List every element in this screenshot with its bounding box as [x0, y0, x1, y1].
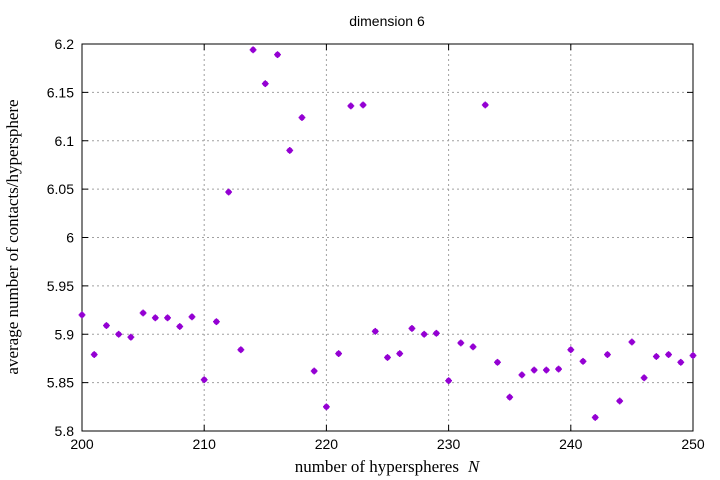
chart-title: dimension 6	[349, 13, 425, 29]
data-point	[591, 414, 599, 421]
data-point	[530, 366, 538, 374]
y-tick-label: 5.85	[47, 375, 74, 391]
data-point	[298, 114, 306, 121]
data-point	[665, 351, 672, 358]
y-axis-label: average number of contacts/hypersphere	[3, 99, 22, 374]
data-point	[139, 309, 147, 317]
plot-frame	[81, 43, 694, 432]
data-point	[310, 367, 318, 375]
data-point	[213, 318, 220, 326]
data-point	[261, 80, 269, 88]
grid-lines	[82, 44, 693, 431]
data-point	[640, 374, 648, 382]
data-point	[396, 350, 404, 357]
data-point	[274, 51, 281, 59]
y-tick-label: 6.2	[55, 36, 75, 52]
data-point	[432, 329, 440, 337]
x-tick-label: 210	[193, 436, 217, 452]
data-point	[616, 397, 624, 405]
data-point	[103, 322, 110, 329]
data-point	[652, 353, 660, 360]
data-point	[408, 325, 416, 332]
data-point	[469, 343, 477, 351]
data-point	[481, 101, 489, 109]
y-tick-label: 5.95	[47, 278, 74, 294]
data-point	[164, 314, 171, 322]
y-tick-label: 6.15	[47, 84, 74, 100]
data-point	[249, 46, 257, 54]
data-point	[628, 338, 636, 346]
data-point	[286, 147, 294, 154]
data-point	[115, 330, 123, 338]
data-point	[151, 314, 159, 322]
data-point	[420, 330, 428, 338]
data-point	[445, 377, 452, 385]
data-point	[579, 357, 587, 365]
axis-ticks: 200 210 220 230 240 250 5.8 5.85 5.9 5.95 6 6.05 6.1…	[47, 36, 705, 452]
data-point	[323, 403, 330, 411]
data-point	[237, 346, 245, 354]
data-points	[78, 46, 697, 421]
data-point	[604, 351, 611, 358]
y-tick-label: 6	[66, 230, 74, 246]
y-tick-label: 6.05	[47, 181, 74, 197]
data-point	[347, 102, 355, 110]
data-point	[494, 358, 501, 366]
y-tick-label: 5.9	[55, 326, 75, 342]
data-point	[359, 101, 367, 109]
data-point	[225, 188, 233, 196]
x-tick-label: 230	[437, 436, 461, 452]
x-tick-label: 220	[315, 436, 339, 452]
data-point	[542, 366, 550, 374]
data-point	[689, 352, 697, 359]
data-point	[567, 346, 575, 354]
x-tick-label: 240	[559, 436, 583, 452]
data-point	[78, 311, 86, 319]
x-axis-label-variable: N	[467, 457, 481, 476]
data-point	[335, 350, 343, 357]
x-tick-label: 250	[681, 436, 705, 452]
data-point	[127, 333, 135, 341]
y-tick-label: 5.8	[55, 423, 75, 439]
data-point	[371, 327, 379, 335]
x-axis-label-text: number of hyperspheres	[295, 457, 459, 476]
data-point	[90, 351, 98, 358]
data-point	[506, 393, 514, 401]
data-point	[188, 313, 196, 321]
data-point	[200, 376, 208, 384]
data-point	[555, 365, 562, 373]
data-point	[457, 339, 465, 347]
x-axis-label: number of hyperspheres N	[295, 457, 481, 476]
y-tick-label: 6.1	[55, 133, 75, 149]
data-point	[518, 371, 526, 379]
x-tick-label: 200	[70, 436, 94, 452]
data-point	[384, 354, 391, 361]
data-point	[677, 358, 685, 366]
data-point	[176, 323, 184, 330]
